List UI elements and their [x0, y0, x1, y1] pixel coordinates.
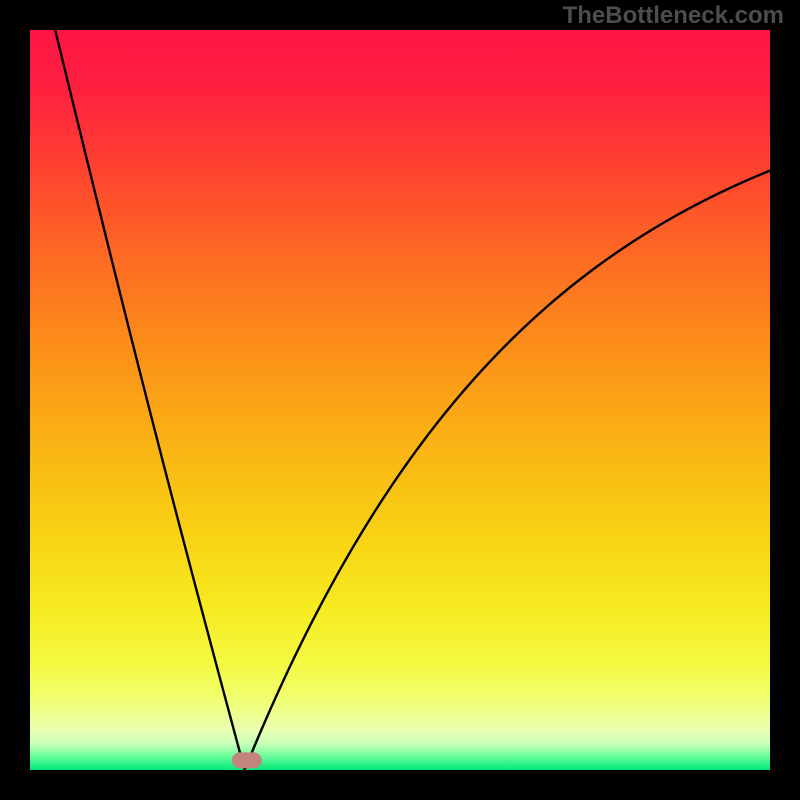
chart-container: TheBottleneck.com [0, 0, 800, 800]
bottleneck-chart [0, 0, 800, 800]
watermark-text: TheBottleneck.com [563, 2, 784, 30]
plot-gradient-background [30, 30, 770, 770]
minimum-marker [232, 752, 262, 768]
